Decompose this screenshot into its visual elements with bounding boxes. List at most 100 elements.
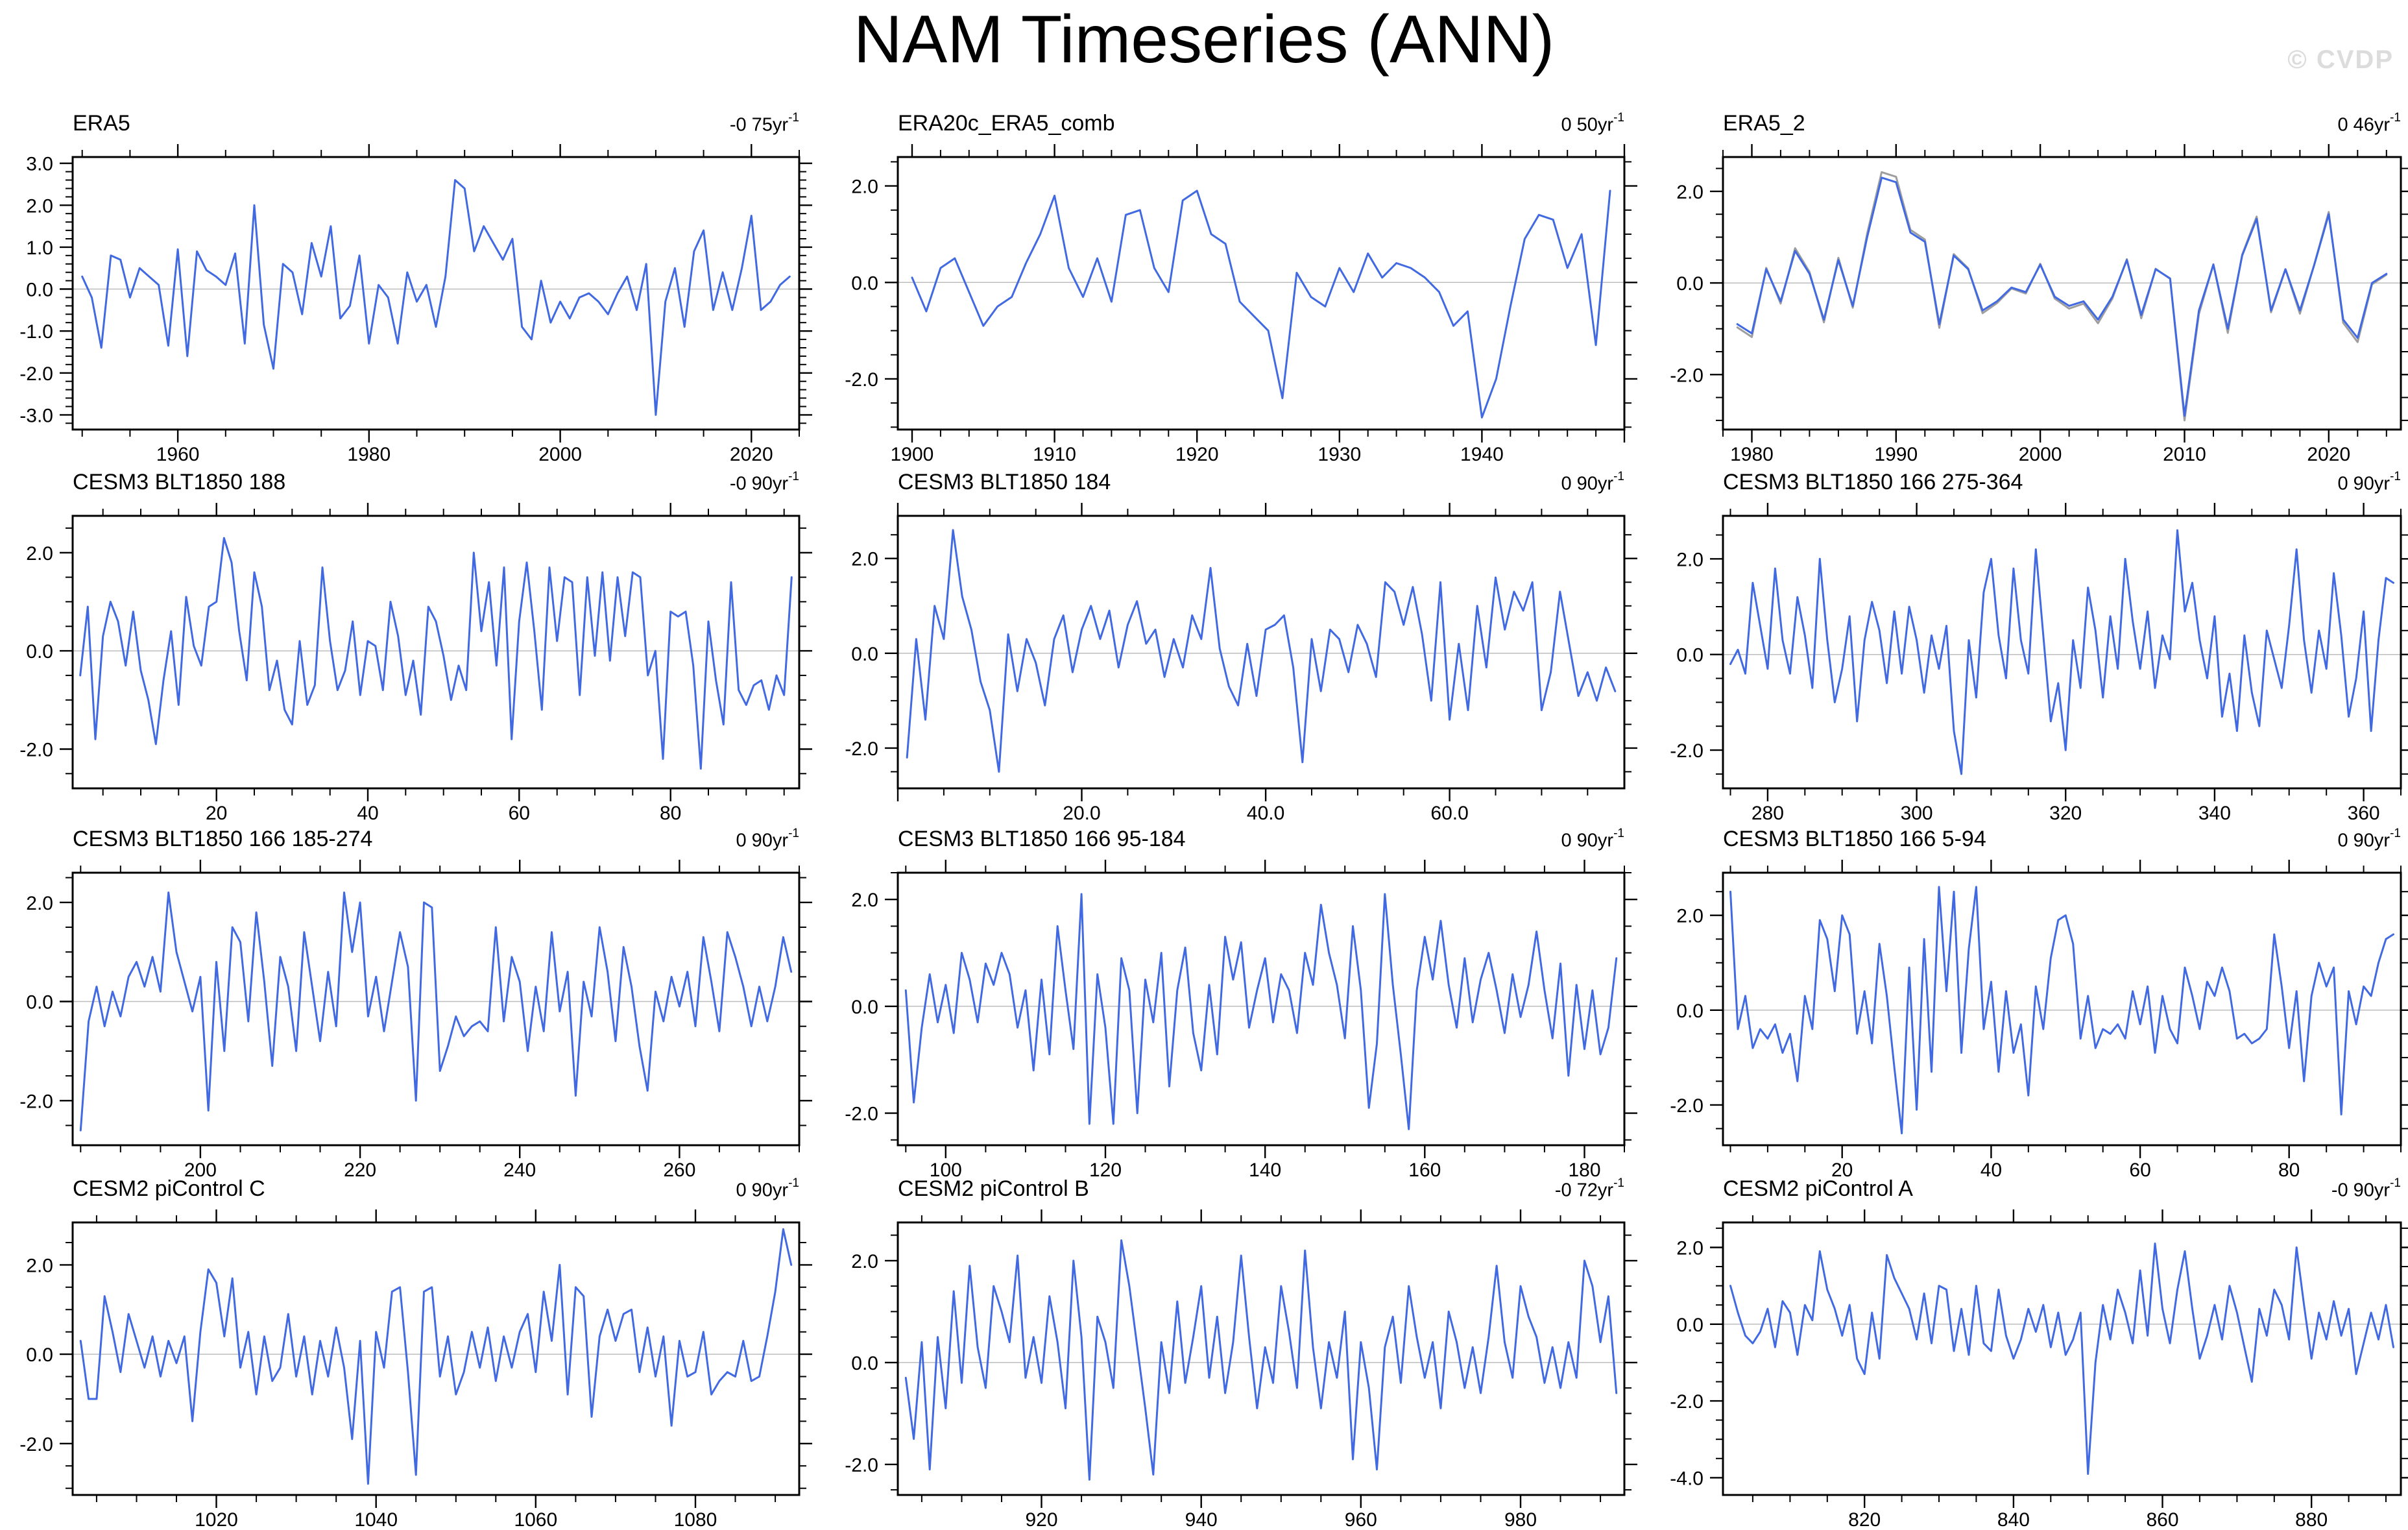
- panel-cesm3-blt1850-166-275-364: CESM3 BLT1850 166 275-364 0 90yr-1 280 300…: [1661, 465, 2408, 823]
- svg-text:40: 40: [357, 803, 378, 823]
- svg-text:2020: 2020: [2307, 444, 2350, 465]
- line-chart: 920 940 960 980 2.0 0.0 -2.0: [845, 1209, 1637, 1530]
- trend-label: 0 90yr-1: [2337, 470, 2401, 494]
- svg-text:1930: 1930: [1318, 444, 1361, 465]
- svg-text:1900: 1900: [891, 444, 934, 465]
- line-chart: 1020 1040 1060 1080 2.0 0.0 -2.0: [19, 1209, 812, 1530]
- svg-text:280: 280: [1752, 803, 1784, 823]
- svg-text:160: 160: [1408, 1160, 1441, 1180]
- trend-label: 0 90yr-1: [1561, 470, 1624, 494]
- panel-cesm3-blt1850-184: CESM3 BLT1850 184 0 90yr-1 20.0 40.0 60.0 2.…: [836, 465, 1647, 823]
- svg-text:2.0: 2.0: [1676, 182, 1704, 203]
- svg-text:2020: 2020: [730, 444, 773, 465]
- line-chart: 20.0 40.0 60.0 2.0 0.0 -2.0: [845, 503, 1637, 823]
- svg-text:1060: 1060: [514, 1509, 557, 1530]
- svg-text:60: 60: [2129, 1160, 2150, 1180]
- svg-text:2.0: 2.0: [26, 195, 53, 217]
- trend-label: -0 90yr-1: [2331, 1176, 2401, 1201]
- panel-cesm3-blt1850-166-95-184: CESM3 BLT1850 166 95-184 0 90yr-1 100 120 1…: [836, 822, 1647, 1180]
- svg-text:880: 880: [2295, 1509, 2328, 1530]
- svg-text:80: 80: [2278, 1160, 2300, 1180]
- svg-text:-2.0: -2.0: [1670, 1095, 1704, 1117]
- panel-title: ERA5_2: [1723, 111, 1805, 136]
- svg-text:2.0: 2.0: [851, 549, 878, 570]
- svg-text:1960: 1960: [156, 444, 200, 465]
- line-chart: 820 840 860 880 2.0 0.0 -2.0 -4.0: [1670, 1209, 2408, 1530]
- svg-text:980: 980: [1504, 1509, 1537, 1530]
- svg-text:1020: 1020: [195, 1509, 238, 1530]
- svg-text:1040: 1040: [354, 1509, 398, 1530]
- svg-text:260: 260: [663, 1160, 695, 1180]
- svg-text:-3.0: -3.0: [19, 405, 53, 426]
- trend-label: 0 50yr-1: [1561, 111, 1624, 136]
- line-chart: 1960 1980 2000 2020 3.0 2.0 1.0 0.0 -1.0 -2.0 -3.0: [19, 144, 812, 465]
- svg-text:0.0: 0.0: [26, 641, 53, 662]
- svg-text:0.0: 0.0: [26, 1344, 53, 1366]
- svg-text:2.0: 2.0: [851, 890, 878, 911]
- svg-text:2.0: 2.0: [26, 543, 53, 565]
- svg-text:0.0: 0.0: [26, 280, 53, 301]
- svg-text:960: 960: [1345, 1509, 1377, 1530]
- svg-text:40: 40: [1981, 1160, 2002, 1180]
- svg-text:180: 180: [1568, 1160, 1600, 1180]
- svg-text:220: 220: [344, 1160, 376, 1180]
- svg-text:-2.0: -2.0: [19, 363, 53, 385]
- trend-label: -0 75yr-1: [729, 111, 799, 136]
- trend-label: 0 90yr-1: [2337, 827, 2401, 851]
- panel-cesm2-picontrol-b: CESM2 piControl B -0 72yr-1 920 940 960 980 2…: [836, 1172, 1647, 1530]
- svg-text:0.0: 0.0: [851, 644, 878, 665]
- svg-text:-2.0: -2.0: [845, 1104, 878, 1125]
- svg-text:2.0: 2.0: [26, 893, 53, 914]
- svg-text:20.0: 20.0: [1063, 803, 1100, 823]
- svg-text:940: 940: [1185, 1509, 1218, 1530]
- panel-title: CESM2 piControl B: [898, 1176, 1089, 1201]
- panel-title: CESM3 BLT1850 166 95-184: [898, 827, 1186, 851]
- panel-era5: ERA5 -0 75yr-1 1960 1980 2000 2020 3.0 2.0 1.0 0…: [11, 106, 822, 465]
- svg-text:0.0: 0.0: [1676, 1315, 1704, 1336]
- svg-text:0.0: 0.0: [851, 1353, 878, 1374]
- svg-text:120: 120: [1089, 1160, 1122, 1180]
- svg-text:1980: 1980: [347, 444, 391, 465]
- trend-label: 0 90yr-1: [736, 827, 799, 851]
- svg-text:-2.0: -2.0: [1670, 1391, 1704, 1413]
- svg-text:2.0: 2.0: [1676, 1238, 1704, 1259]
- svg-text:1910: 1910: [1033, 444, 1076, 465]
- svg-text:-2.0: -2.0: [845, 1455, 878, 1476]
- svg-text:2000: 2000: [538, 444, 582, 465]
- svg-text:-2.0: -2.0: [1670, 740, 1704, 762]
- svg-text:1940: 1940: [1460, 444, 1504, 465]
- panel-cesm2-picontrol-a: CESM2 piControl A -0 90yr-1 820 840 860 880 2…: [1661, 1172, 2408, 1530]
- line-chart: 280 300 320 340 360 2.0 0.0 -2.0: [1670, 503, 2408, 823]
- panel-title: CESM2 piControl C: [73, 1176, 265, 1201]
- svg-text:60: 60: [509, 803, 530, 823]
- svg-text:300: 300: [1901, 803, 1933, 823]
- svg-text:0.0: 0.0: [26, 992, 53, 1014]
- panel-title: CESM3 BLT1850 184: [898, 470, 1111, 494]
- svg-text:-2.0: -2.0: [1670, 365, 1704, 386]
- panel-cesm3-blt1850-166-185-274: CESM3 BLT1850 166 185-274 0 90yr-1 200 220…: [11, 822, 822, 1180]
- line-chart: 100 120 140 160 180 2.0 0.0 -2.0: [845, 860, 1637, 1180]
- svg-text:920: 920: [1025, 1509, 1057, 1530]
- svg-text:340: 340: [2198, 803, 2231, 823]
- svg-text:-2.0: -2.0: [19, 1091, 53, 1112]
- panel-title: CESM3 BLT1850 166 5-94: [1723, 827, 1986, 851]
- svg-text:0.0: 0.0: [1676, 1001, 1704, 1022]
- page-title: NAM Timeseries (ANN): [853, 2, 1555, 77]
- svg-text:320: 320: [2049, 803, 2082, 823]
- line-chart: 20 40 60 80 2.0 0.0 -2.0: [19, 503, 812, 823]
- svg-text:2.0: 2.0: [1676, 549, 1704, 570]
- panel-title: CESM3 BLT1850 166 275-364: [1723, 470, 2023, 494]
- svg-text:20: 20: [1831, 1160, 1853, 1180]
- svg-text:60.0: 60.0: [1430, 803, 1468, 823]
- panel-title: CESM3 BLT1850 188: [73, 470, 286, 494]
- svg-text:840: 840: [1997, 1509, 2030, 1530]
- svg-text:2.0: 2.0: [1676, 906, 1704, 927]
- svg-text:2.0: 2.0: [851, 1251, 878, 1272]
- svg-text:1920: 1920: [1175, 444, 1219, 465]
- svg-text:240: 240: [503, 1160, 536, 1180]
- panel-era20c-era5-comb: ERA20c_ERA5_comb 0 50yr-1 1900 1910 1920 193…: [836, 106, 1647, 465]
- svg-text:2.0: 2.0: [26, 1255, 53, 1276]
- svg-text:0.0: 0.0: [1676, 645, 1704, 666]
- svg-text:2.0: 2.0: [851, 176, 878, 198]
- svg-text:-2.0: -2.0: [845, 369, 878, 391]
